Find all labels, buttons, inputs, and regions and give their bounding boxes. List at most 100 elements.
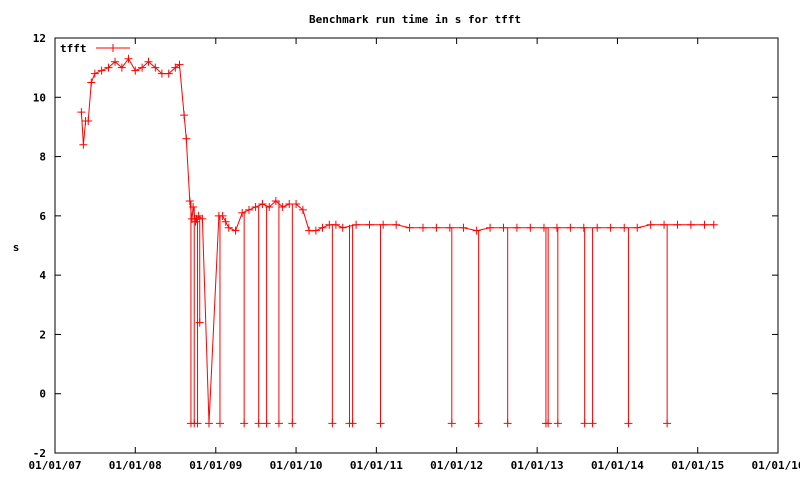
data-point-tfft — [646, 220, 655, 229]
data-point-tfft — [593, 223, 602, 232]
data-point-tfft — [305, 226, 314, 235]
data-point-tfft — [77, 108, 86, 117]
data-point-tfft — [311, 226, 320, 235]
drop-point — [240, 419, 249, 428]
data-point-tfft — [445, 223, 454, 232]
data-point-tfft — [579, 223, 588, 232]
drop-point — [193, 419, 202, 428]
drop-point — [663, 419, 672, 428]
y-tick-label: -2 — [33, 447, 46, 460]
data-point-tfft — [131, 66, 140, 75]
y-tick-label: 0 — [39, 388, 46, 401]
data-point-tfft — [352, 220, 361, 229]
data-point-tfft — [180, 111, 189, 120]
data-point-tfft — [552, 223, 561, 232]
y-axis-label: s — [13, 241, 20, 254]
data-point-tfft — [633, 223, 642, 232]
data-point-tfft — [265, 202, 274, 211]
x-tick-label: 01/01/08 — [109, 459, 162, 472]
y-tick-label: 6 — [39, 210, 46, 223]
data-point-tfft — [673, 220, 682, 229]
data-point-tfft — [175, 60, 184, 69]
drop-point — [195, 318, 204, 327]
drop-point — [580, 419, 589, 428]
data-point-tfft — [700, 220, 709, 229]
drop-point — [474, 419, 483, 428]
plot-frame — [54, 37, 779, 454]
legend-label-tfft: tfft — [60, 42, 87, 55]
data-point-tfft — [526, 223, 535, 232]
data-point-tfft — [292, 200, 301, 208]
data-point-tfft — [418, 223, 427, 232]
chart-title: Benchmark run time in s for tfft — [309, 13, 521, 26]
data-point-tfft — [224, 223, 233, 232]
data-point-tfft — [111, 57, 120, 66]
data-point-tfft — [365, 220, 374, 229]
data-point-tfft — [157, 69, 166, 78]
data-point-tfft — [164, 69, 173, 78]
drop-point — [447, 419, 456, 428]
x-tick-label: 01/01/10 — [270, 459, 323, 472]
data-point-tfft — [79, 140, 88, 149]
data-point-tfft — [405, 223, 414, 232]
data-point-tfft — [298, 205, 307, 214]
data-point-tfft — [251, 202, 260, 211]
data-point-tfft — [499, 223, 508, 232]
x-tick-label: 01/01/15 — [671, 459, 724, 472]
x-tick-label: 01/01/16 — [752, 459, 800, 472]
data-point-tfft — [218, 211, 227, 220]
data-point-tfft — [331, 220, 340, 229]
drop-point — [254, 419, 263, 428]
x-tick-label: 01/01/07 — [29, 459, 82, 472]
drop-point — [262, 419, 271, 428]
data-point-tfft — [124, 54, 133, 63]
data-point-tfft — [512, 223, 521, 232]
x-tick-label: 01/01/13 — [511, 459, 564, 472]
data-point-tfft — [151, 63, 160, 72]
drop-point — [215, 419, 224, 428]
data-point-tfft — [238, 208, 247, 217]
data-point-tfft — [686, 220, 695, 229]
series-line-tfft — [80, 57, 714, 424]
data-point-tfft — [620, 223, 629, 232]
legend-marker-tfft — [109, 44, 117, 52]
drop-point — [288, 419, 297, 428]
data-point-tfft — [472, 226, 481, 235]
drop-point — [624, 419, 633, 428]
y-axis: -2 0 2 4 6 8 10 12 — [33, 32, 778, 460]
drop-point — [328, 419, 337, 428]
data-point-tfft — [258, 200, 267, 208]
y-tick-label: 2 — [39, 328, 46, 341]
data-point-tfft — [318, 223, 327, 232]
x-axis: 01/01/07 01/01/08 01/01/09 01/01/10 01/01/11… — [29, 38, 800, 472]
data-point-tfft — [606, 223, 615, 232]
x-tick-label: 01/01/09 — [189, 459, 242, 472]
data-point-tfft — [138, 63, 147, 72]
x-tick-label: 01/01/14 — [591, 459, 644, 472]
data-point-tfft — [97, 66, 106, 75]
drop-point — [553, 419, 562, 428]
drop-point — [503, 419, 512, 428]
data-point-tfft — [90, 69, 99, 78]
data-point-tfft — [709, 220, 718, 229]
x-tick-label: 01/01/12 — [430, 459, 483, 472]
data-point-tfft — [566, 223, 575, 232]
drop-point — [588, 419, 597, 428]
data-point-tfft — [245, 205, 254, 214]
drop-point — [348, 419, 357, 428]
data-point-tfft — [432, 223, 441, 232]
data-point-tfft — [84, 117, 93, 125]
data-point-tfft — [221, 217, 230, 226]
drop-point — [274, 419, 283, 428]
drop-point — [544, 419, 553, 428]
data-point-tfft — [104, 63, 113, 72]
data-point-tfft — [171, 63, 180, 72]
data-point-tfft — [144, 57, 153, 66]
y-tick-label: 4 — [39, 269, 46, 282]
data-point-tfft — [338, 223, 347, 232]
data-point-tfft — [182, 134, 191, 143]
data-point-tfft — [459, 223, 468, 232]
data-point-tfft — [185, 197, 194, 206]
data-point-tfft — [486, 223, 495, 232]
